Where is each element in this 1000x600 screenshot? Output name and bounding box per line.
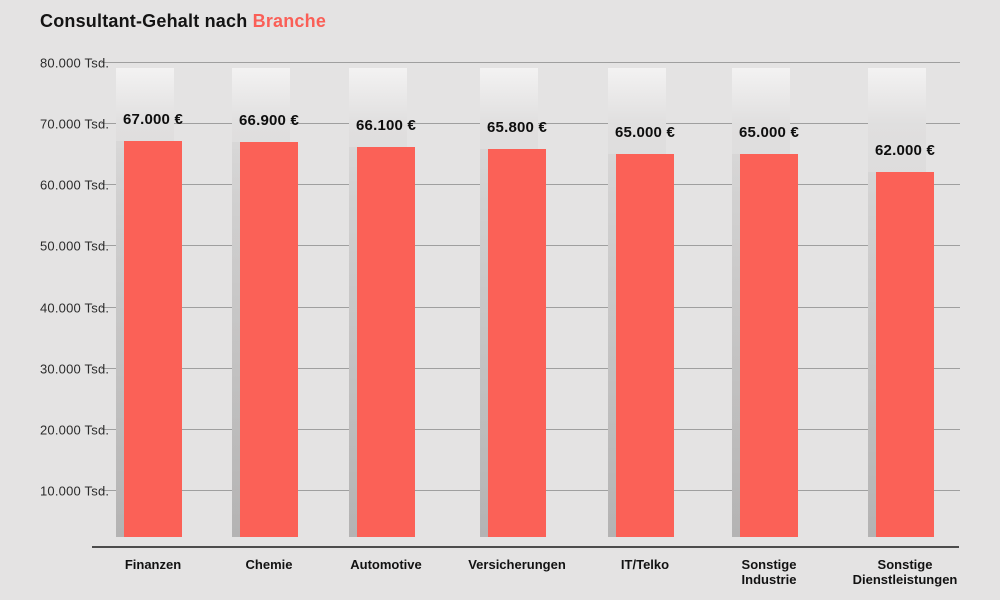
category-label: Sonstige Dienstleistungen [853, 557, 958, 587]
category-label: Automotive [350, 557, 422, 572]
y-tick-label: 20.000 Tsd. [40, 422, 110, 438]
category-label-line: Automotive [350, 557, 422, 572]
y-tick-label: 70.000 Tsd. [40, 116, 110, 132]
category-label-line: Versicherungen [468, 557, 566, 572]
bar-left-shadow [608, 153, 616, 537]
bar-value-label: 67.000 € [123, 111, 183, 129]
bar-value-label: 62.000 € [875, 142, 935, 160]
y-gridline [101, 62, 960, 63]
bar-Finanzen [124, 141, 182, 537]
category-label-line: Chemie [245, 557, 293, 572]
category-label-line: Finanzen [124, 557, 182, 572]
category-label: Versicherungen [468, 557, 566, 572]
bar-left-shadow [232, 142, 240, 537]
category-label: Chemie [246, 557, 293, 572]
bar-value-label: 65.000 € [615, 123, 675, 141]
y-tick-label: 80.000 Tsd. [40, 55, 110, 71]
category-label: Finanzen [125, 557, 181, 572]
bar-value-label: 65.800 € [487, 118, 547, 136]
bar-Versicherungen [488, 148, 546, 537]
y-tick-label: 40.000 Tsd. [40, 300, 110, 316]
bar-value-label: 65.000 € [739, 123, 799, 141]
chart-title-accent: Branche [252, 11, 327, 31]
y-tick-label: 10.000 Tsd. [40, 483, 110, 499]
bar-Sonstige Industrie [740, 153, 798, 537]
bar-left-shadow [868, 172, 876, 537]
category-label-line: IT/Telko [620, 557, 670, 572]
bar-left-shadow [116, 141, 124, 537]
category-label-line: Industrie [741, 572, 797, 587]
y-tick-label: 50.000 Tsd. [40, 238, 110, 254]
chart-title: Consultant-Gehalt nach Branche [40, 11, 326, 32]
bar-left-shadow [732, 153, 740, 537]
category-label: IT/Telko [621, 557, 669, 572]
category-label-line: Dienstleistungen [852, 572, 958, 587]
bar-left-shadow [349, 146, 357, 537]
bar-value-label: 66.100 € [356, 116, 416, 134]
category-label: Sonstige Industrie [742, 557, 797, 587]
bar-Chemie [240, 142, 298, 537]
y-tick-label: 30.000 Tsd. [40, 361, 110, 377]
bar-value-label: 66.900 € [239, 112, 299, 130]
bar-IT/Telko [616, 153, 674, 537]
x-axis-line [92, 546, 959, 548]
bar-left-shadow [480, 148, 488, 537]
y-tick-label: 60.000 Tsd. [40, 177, 110, 193]
chart-title-text: Consultant-Gehalt nach [40, 11, 253, 31]
category-label-line: Sonstige [741, 557, 797, 572]
category-label-line: Sonstige [877, 557, 933, 572]
bar-Sonstige Dienstleistungen [876, 172, 934, 537]
bar-Automotive [357, 146, 415, 537]
